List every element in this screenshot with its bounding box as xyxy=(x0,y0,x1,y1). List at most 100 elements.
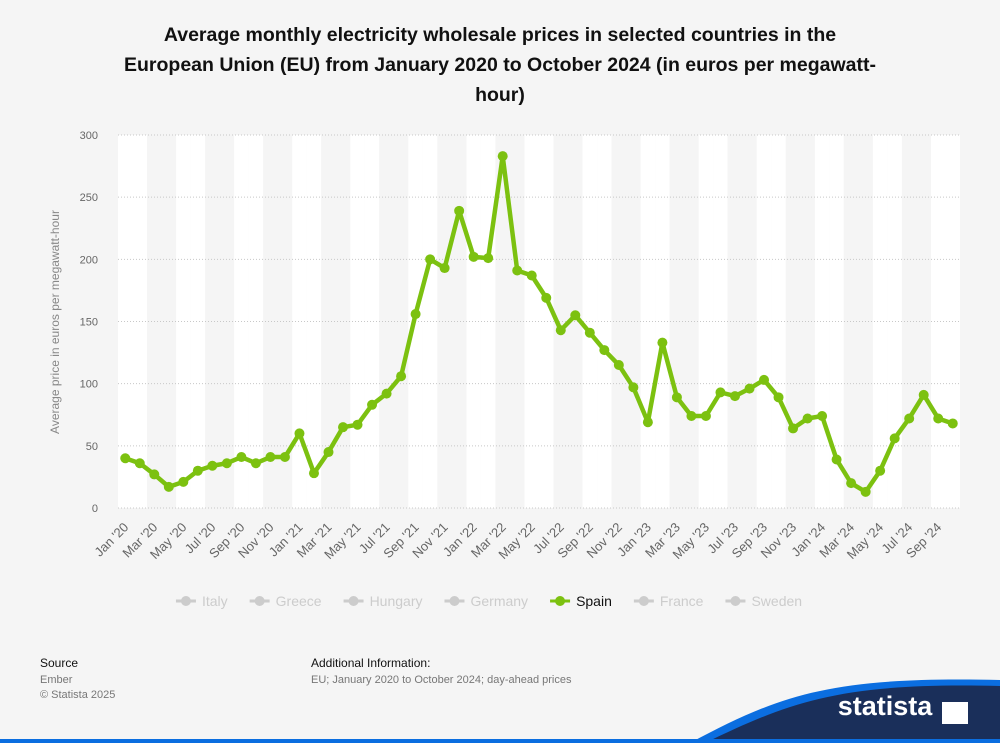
brand-icon xyxy=(942,702,968,724)
point xyxy=(759,374,770,385)
point xyxy=(294,428,305,439)
point xyxy=(788,423,799,434)
point xyxy=(163,481,174,492)
legend-label: Greece xyxy=(276,593,322,609)
source-block: Source Ember © Statista 2025 xyxy=(40,656,115,701)
y-tick-label: 250 xyxy=(80,192,98,204)
band xyxy=(350,135,365,508)
band xyxy=(887,135,902,508)
point xyxy=(396,371,407,382)
band xyxy=(190,135,206,508)
point xyxy=(352,419,363,430)
legend-label: Spain xyxy=(576,593,612,609)
source-heading: Source xyxy=(40,656,79,670)
band xyxy=(539,135,554,508)
point xyxy=(570,310,581,321)
point xyxy=(700,410,711,421)
point xyxy=(541,292,552,303)
point xyxy=(279,452,290,463)
band xyxy=(263,135,278,508)
point xyxy=(846,478,857,489)
y-axis-label: Average price in euros per megawatt-hour xyxy=(48,210,62,434)
point xyxy=(802,413,813,424)
point xyxy=(454,205,465,216)
band xyxy=(161,135,177,508)
band xyxy=(277,135,293,508)
brand-wave xyxy=(700,683,1000,743)
legend-label: Hungary xyxy=(370,593,423,609)
point xyxy=(367,399,378,410)
y-tick-label: 300 xyxy=(80,130,98,142)
legend-dot xyxy=(730,596,741,606)
band xyxy=(655,135,670,508)
source: Ember xyxy=(40,674,73,686)
point xyxy=(338,422,349,433)
point xyxy=(250,458,261,469)
y-tick-label: 0 xyxy=(92,503,98,515)
band xyxy=(568,135,583,508)
point xyxy=(149,469,160,480)
band xyxy=(756,135,772,508)
chart-title: Average monthly electricity wholesale pr… xyxy=(123,24,876,106)
band xyxy=(524,135,539,508)
point xyxy=(120,453,131,464)
point xyxy=(439,263,450,274)
point xyxy=(657,337,668,348)
band xyxy=(843,135,859,508)
band xyxy=(553,135,569,508)
band xyxy=(466,135,481,508)
point xyxy=(744,383,755,394)
point xyxy=(671,392,682,403)
point xyxy=(323,447,334,458)
point xyxy=(904,413,915,424)
brand-wave-accent xyxy=(690,679,1000,743)
info-block: Additional Information: EU; January 2020… xyxy=(311,656,572,686)
point xyxy=(715,387,726,398)
point xyxy=(526,270,537,281)
point xyxy=(265,452,276,463)
y-tick-label: 50 xyxy=(86,441,98,453)
point xyxy=(831,454,842,465)
y-tick-label: 100 xyxy=(80,379,98,391)
legend-dot xyxy=(180,596,191,606)
legend-dot xyxy=(449,596,460,606)
band xyxy=(626,135,641,508)
point xyxy=(512,265,523,276)
band xyxy=(364,135,380,508)
band xyxy=(611,135,627,508)
legend-dot xyxy=(638,596,649,606)
point xyxy=(889,433,900,444)
brand-name: statista xyxy=(838,691,934,721)
legend-dot xyxy=(555,596,566,606)
point xyxy=(308,468,319,479)
band xyxy=(727,135,743,508)
band xyxy=(742,135,757,508)
point xyxy=(221,458,232,469)
legend-label: France xyxy=(660,593,704,609)
point xyxy=(875,465,886,476)
band xyxy=(713,135,728,508)
band xyxy=(379,135,394,508)
legend-dot xyxy=(348,596,359,606)
band xyxy=(393,135,409,508)
point xyxy=(599,345,610,356)
info-heading: Additional Information: xyxy=(311,656,431,670)
point xyxy=(483,253,494,264)
band xyxy=(292,135,307,508)
point xyxy=(933,413,944,424)
point xyxy=(410,309,421,320)
y-tick-label: 150 xyxy=(80,317,98,329)
point xyxy=(817,410,828,421)
point xyxy=(468,251,479,262)
band xyxy=(205,135,220,508)
point xyxy=(729,391,740,402)
point xyxy=(686,410,697,421)
point xyxy=(628,382,639,393)
band xyxy=(916,135,931,508)
copyright: © Statista 2025 xyxy=(40,689,116,701)
point xyxy=(134,458,145,469)
band xyxy=(118,135,133,508)
band xyxy=(800,135,815,508)
point xyxy=(178,476,189,487)
